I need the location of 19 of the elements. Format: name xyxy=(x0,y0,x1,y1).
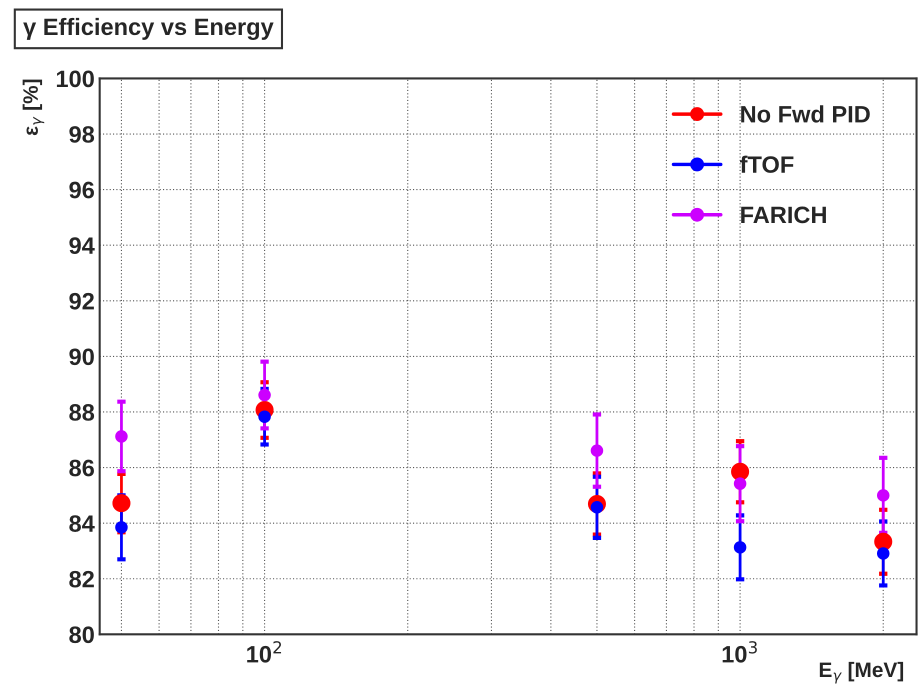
x-axis-title: E$_{γ}$ [MeV] xyxy=(820,662,904,684)
y-tick-label: 82 xyxy=(69,570,94,588)
y-tick-label: 96 xyxy=(69,182,94,198)
y-tick-label: 100 xyxy=(56,70,94,88)
legend-label: No Fwd PID xyxy=(741,105,870,123)
y-tick-label: 98 xyxy=(69,126,94,143)
y-axis-title: ε$_{γ}$ [%] xyxy=(22,80,44,136)
x-tick-label: 10$^{2}$ xyxy=(247,641,282,663)
y-tick-label: 80 xyxy=(69,626,94,644)
legend-label: FARICH xyxy=(741,206,826,224)
y-tick-label: 92 xyxy=(69,292,94,310)
y-tick-label: 88 xyxy=(69,404,94,421)
x-tick-label: 10$^{3}$ xyxy=(722,641,757,663)
y-tick-label: 90 xyxy=(69,348,94,366)
chart-title: γ Efficiency vs Energy xyxy=(23,18,274,40)
y-tick-label: 86 xyxy=(69,460,94,476)
y-tick-label: 84 xyxy=(69,515,95,532)
legend-label: fTOF xyxy=(740,156,794,173)
y-tick-label: 94 xyxy=(69,237,95,254)
